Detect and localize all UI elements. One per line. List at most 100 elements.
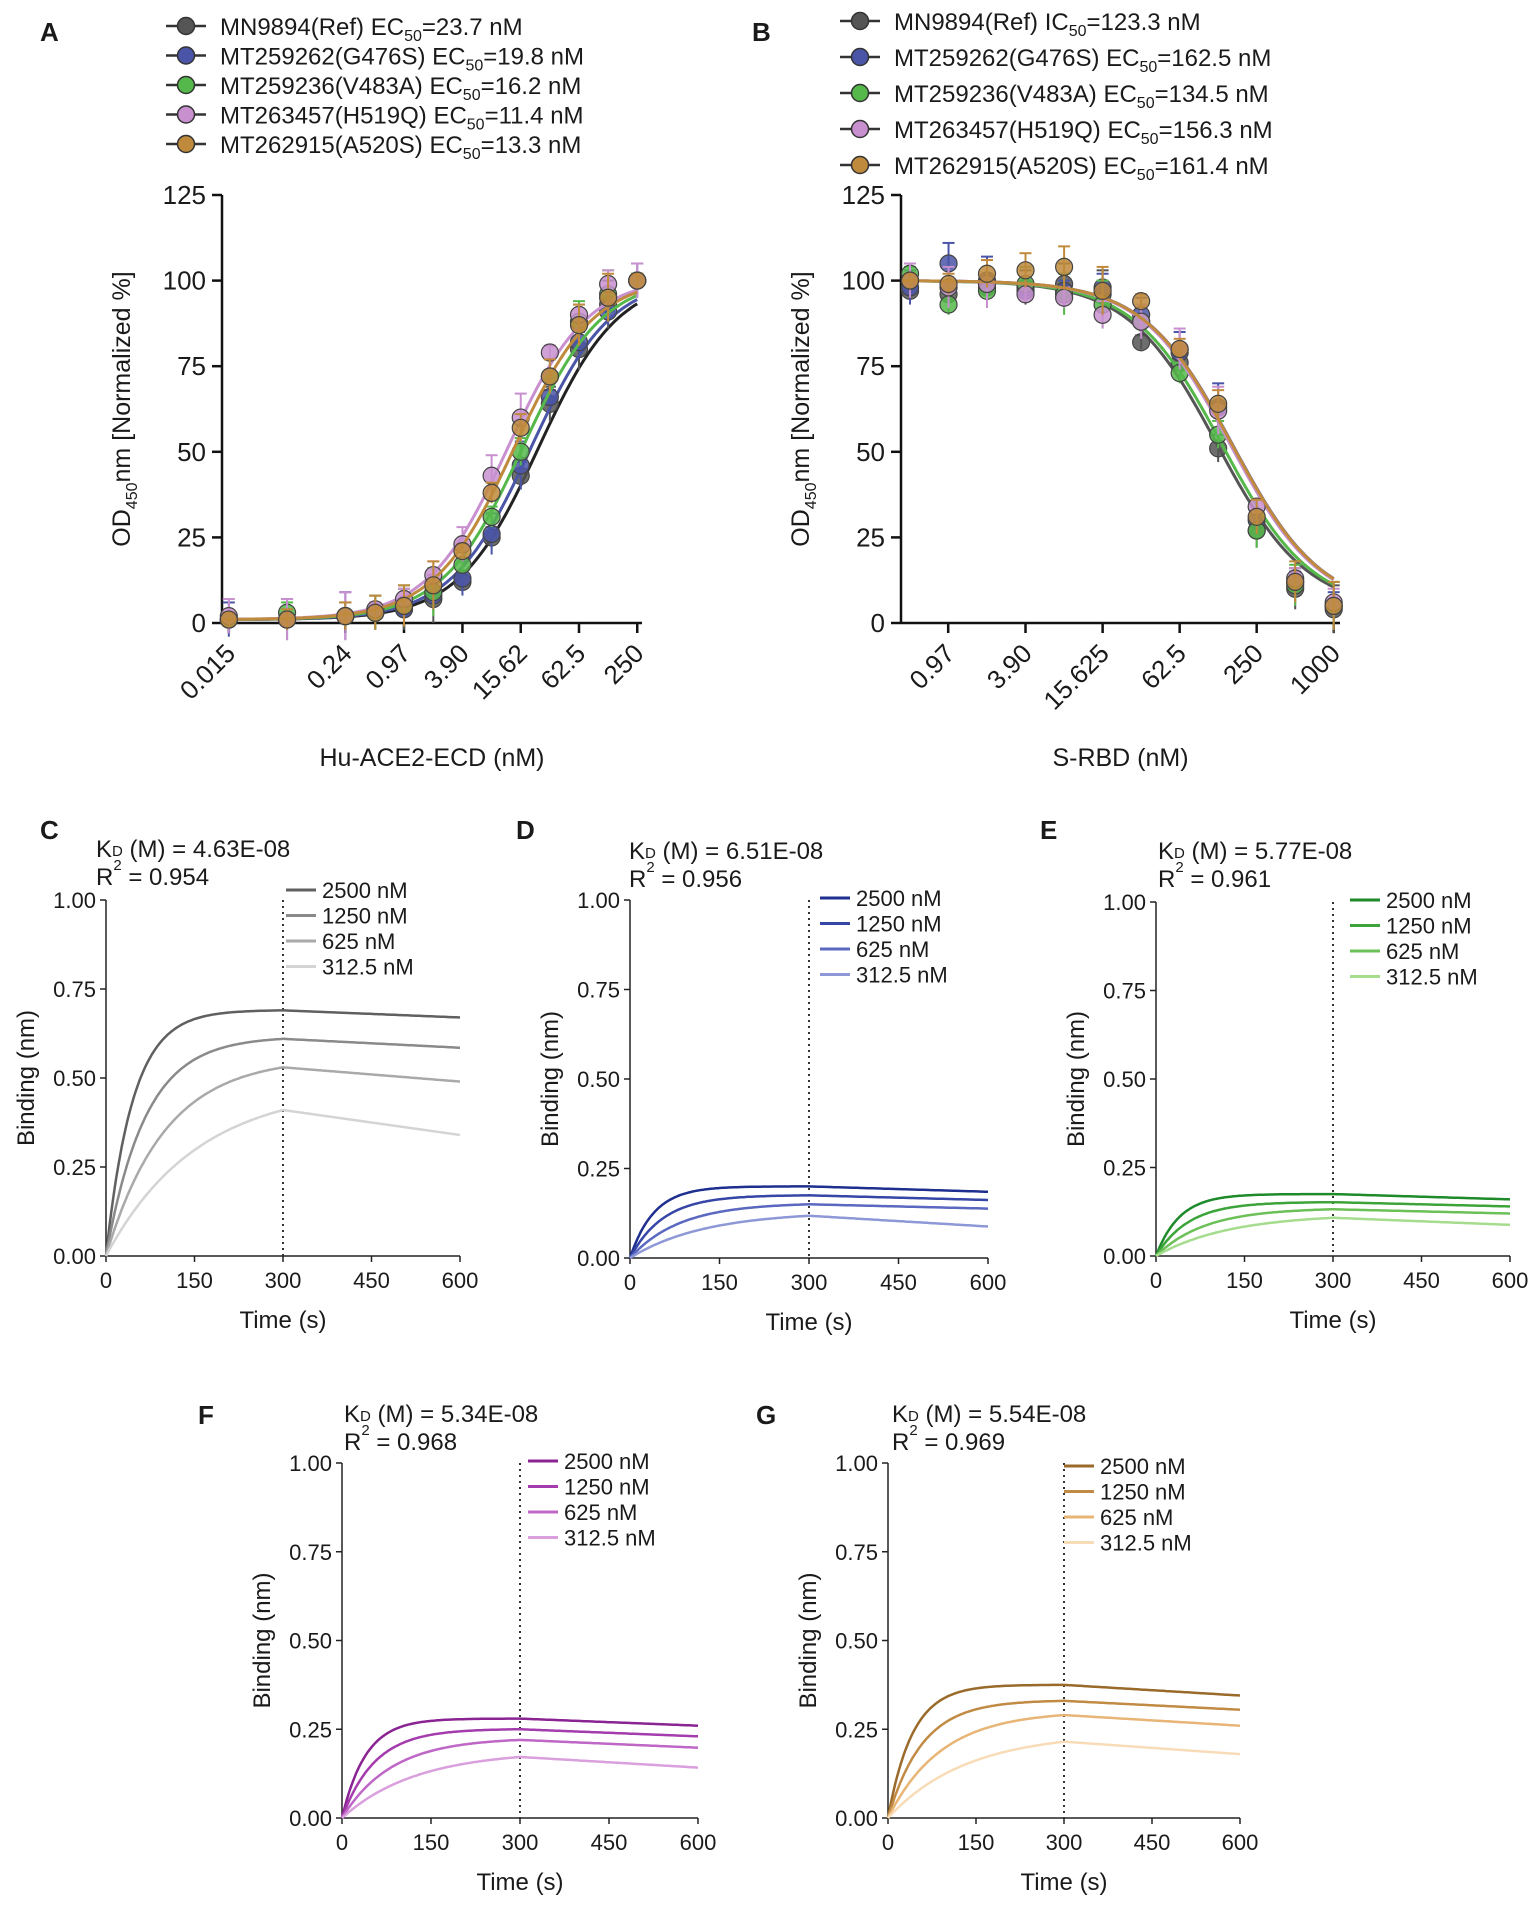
r2-value: = 0.961 bbox=[1190, 866, 1271, 893]
y-tick-label: 0.75 bbox=[1103, 979, 1146, 1004]
panel-letter: B bbox=[752, 17, 771, 47]
x-axis-label: Time (s) bbox=[765, 1309, 852, 1336]
x-tick-label: 300 bbox=[1315, 1268, 1352, 1293]
y-tick-label: 0.50 bbox=[53, 1066, 96, 1091]
r2-space bbox=[122, 864, 129, 891]
data-point bbox=[599, 288, 618, 307]
x-tick-label: 3.90 bbox=[981, 638, 1038, 695]
data-point bbox=[394, 596, 414, 615]
data-point bbox=[511, 418, 530, 437]
kd-annotation: KD (M) = 4.63E-08 bbox=[96, 836, 290, 863]
y-tick-label: 100 bbox=[163, 266, 206, 296]
legend-name: MT263457(H519Q) bbox=[220, 103, 433, 130]
x-tick-label: 250 bbox=[1217, 638, 1269, 690]
y-tick-label: 0.75 bbox=[835, 1540, 878, 1565]
y-tick-label: 0.50 bbox=[577, 1067, 620, 1092]
legend-value: =16.2 nM bbox=[481, 73, 582, 100]
x-tick-label: 600 bbox=[970, 1270, 1007, 1295]
data-point bbox=[1054, 257, 1074, 277]
legend-param: EC bbox=[433, 103, 466, 130]
kd-value: = 5.54E-08 bbox=[968, 1401, 1086, 1428]
binding-curve bbox=[629, 1203, 988, 1259]
legend-entry: MN9894(Ref) IC50=123.3 nM bbox=[894, 9, 1201, 40]
data-point bbox=[1170, 339, 1189, 359]
y-tick-label: 0.25 bbox=[1103, 1156, 1146, 1181]
x-axis-label: Time (s) bbox=[239, 1307, 326, 1334]
data-point bbox=[1093, 281, 1112, 300]
panel-letter: G bbox=[756, 1400, 776, 1430]
kd-symbol: K bbox=[344, 1401, 360, 1428]
x-tick-label: 600 bbox=[680, 1830, 717, 1855]
legend-param: EC bbox=[429, 132, 462, 159]
legend-value: =13.3 nM bbox=[481, 132, 582, 159]
legend-name: MT262915(A520S) bbox=[894, 153, 1103, 180]
r2-value: = 0.968 bbox=[376, 1429, 457, 1456]
y-tick-label: 125 bbox=[163, 180, 206, 210]
r2-symbol: R bbox=[344, 1429, 361, 1456]
x-tick-label: 600 bbox=[1492, 1268, 1529, 1293]
r2-value: = 0.954 bbox=[128, 864, 209, 891]
kd-annotation: KD (M) = 5.34E-08 bbox=[344, 1401, 538, 1428]
legend-marker bbox=[850, 47, 870, 67]
legend-marker bbox=[850, 83, 870, 103]
legend-label: 1250 nM bbox=[856, 912, 942, 937]
x-tick-label: 1000 bbox=[1284, 638, 1346, 700]
fit-curve-a520s bbox=[901, 279, 1335, 581]
y-tick-label: 100 bbox=[842, 266, 885, 296]
kd-unit: (M) bbox=[919, 1401, 968, 1428]
legend-label: 1250 nM bbox=[322, 904, 408, 929]
kd-sub: D bbox=[112, 843, 123, 860]
x-tick-label: 150 bbox=[413, 1830, 450, 1855]
y-axis-label-main: OD bbox=[787, 509, 815, 547]
legend-label: 312.5 nM bbox=[856, 963, 948, 988]
legend-marker bbox=[850, 11, 870, 31]
x-tick-label: 0 bbox=[100, 1268, 112, 1293]
x-tick-label: 0.97 bbox=[359, 638, 416, 695]
r2-annotation: R2 = 0.956 bbox=[629, 859, 742, 892]
fit-curve-h519q bbox=[901, 279, 1335, 582]
legend-marker bbox=[176, 16, 196, 36]
kd-sub: D bbox=[645, 845, 656, 862]
data-point bbox=[939, 274, 958, 294]
legend-name: MT262915(A520S) bbox=[220, 132, 429, 159]
binding-curve bbox=[1154, 1192, 1511, 1257]
y-tick-label: 50 bbox=[177, 437, 206, 467]
x-tick-label: 150 bbox=[1226, 1268, 1263, 1293]
legend-name: MT259262(G476S) bbox=[894, 45, 1106, 72]
y-tick-label: 0 bbox=[871, 608, 885, 638]
x-tick-label: 3.90 bbox=[418, 638, 475, 695]
legend-value: =11.4 nM bbox=[485, 103, 584, 130]
x-tick-label: 0 bbox=[624, 1270, 636, 1295]
kd-unit: (M) bbox=[656, 838, 705, 865]
data-point bbox=[1247, 507, 1266, 526]
kd-value: = 6.51E-08 bbox=[705, 838, 823, 865]
x-tick-label: 0 bbox=[1150, 1268, 1162, 1293]
legend-entry: MT259262(G476S) EC50=162.5 nM bbox=[894, 45, 1271, 76]
panel-letter: A bbox=[40, 17, 59, 47]
kd-annotation: KD (M) = 5.54E-08 bbox=[892, 1401, 1086, 1428]
y-axis-label-sub: 450 bbox=[803, 482, 820, 509]
r2-sup: 2 bbox=[361, 1422, 369, 1439]
x-tick-label: 150 bbox=[701, 1270, 738, 1295]
legend-label: 625 nM bbox=[322, 929, 395, 954]
r2-sup: 2 bbox=[909, 1422, 917, 1439]
x-tick-label: 15.62 bbox=[466, 638, 533, 705]
r2-symbol: R bbox=[629, 866, 646, 893]
x-tick-label: 450 bbox=[1403, 1268, 1440, 1293]
y-tick-label: 1.00 bbox=[53, 888, 96, 913]
legend-label: 312.5 nM bbox=[322, 955, 414, 980]
x-tick-label: 600 bbox=[1222, 1830, 1259, 1855]
legend-entry: MT263457(H519Q) EC50=11.4 nM bbox=[220, 103, 584, 134]
legend-entry: MT259262(G476S) EC50=19.8 nM bbox=[220, 44, 584, 75]
kd-unit: (M) bbox=[371, 1401, 420, 1428]
y-tick-label: 0.25 bbox=[53, 1155, 96, 1180]
kd-sub: D bbox=[360, 1408, 371, 1425]
kd-value: = 4.63E-08 bbox=[172, 836, 290, 863]
legend-label: 1250 nM bbox=[1100, 1480, 1186, 1505]
data-point bbox=[1132, 292, 1151, 311]
legend-name: MN9894(Ref) bbox=[220, 14, 371, 41]
binding-curve bbox=[340, 1728, 698, 1819]
